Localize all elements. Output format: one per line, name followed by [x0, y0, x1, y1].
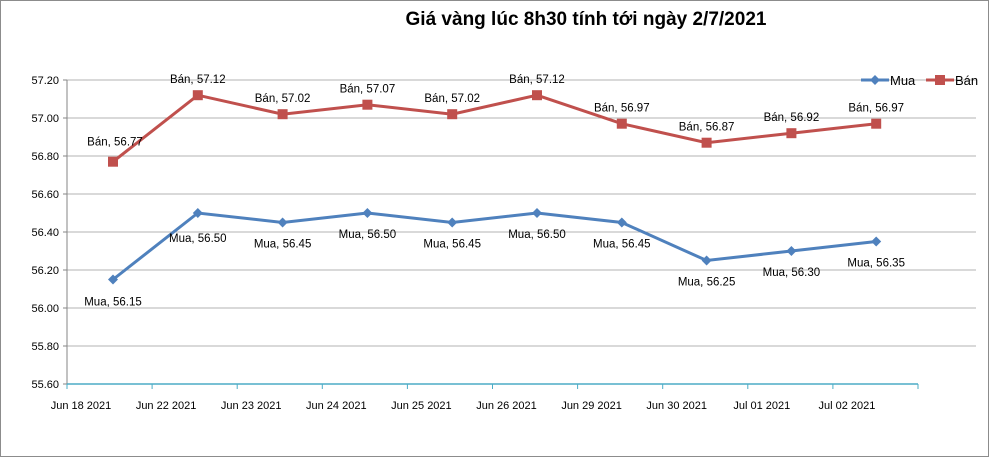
data-point — [701, 137, 712, 148]
data-label: Bán, 56.92 — [764, 112, 820, 124]
x-tick-label: Jun 30 2021 — [646, 400, 707, 412]
data-label: Mua, 56.45 — [254, 239, 312, 251]
x-tick-label: Jun 25 2021 — [391, 400, 452, 412]
legend-marker — [870, 75, 880, 85]
data-point — [192, 208, 203, 218]
data-label: Mua, 56.50 — [169, 233, 227, 245]
data-point — [616, 217, 627, 228]
x-tick-label: Jul 02 2021 — [818, 400, 875, 412]
data-label: Mua, 56.25 — [678, 277, 736, 289]
y-tick-label: 57.20 — [31, 75, 59, 87]
data-label: Bán, 57.12 — [509, 74, 565, 86]
data-point — [108, 274, 118, 285]
data-label: Mua, 56.45 — [593, 239, 651, 251]
data-label: Mua, 56.35 — [847, 258, 905, 270]
data-label: Bán, 57.12 — [170, 74, 226, 86]
legend-marker — [935, 75, 945, 85]
data-point — [786, 246, 797, 256]
data-label: Mua, 56.45 — [423, 239, 481, 251]
data-point — [701, 255, 712, 266]
x-tick-label: Jun 23 2021 — [221, 400, 282, 412]
data-label: Bán, 57.02 — [255, 93, 311, 105]
data-point — [616, 118, 627, 129]
legend-label: Bán — [955, 73, 978, 88]
x-tick-label: Jun 24 2021 — [306, 400, 367, 412]
data-point — [871, 236, 882, 247]
data-point — [108, 156, 118, 167]
series-line-Bán — [112, 93, 877, 163]
series-line-Mua — [112, 211, 877, 281]
x-tick-label: Jun 29 2021 — [561, 400, 622, 412]
data-label: Bán, 56.77 — [87, 137, 143, 149]
y-tick-label: 56.00 — [31, 303, 59, 315]
data-point — [532, 90, 542, 101]
y-tick-label: 56.80 — [31, 151, 59, 163]
chart-title: Giá vàng lúc 8h30 tính tới ngày 2/7/2021 — [406, 9, 767, 30]
data-label: Mua, 56.50 — [508, 229, 566, 241]
y-tick-label: 55.60 — [31, 379, 59, 391]
y-tick-label: 55.80 — [31, 341, 59, 353]
data-point — [532, 208, 542, 218]
data-label: Bán, 57.07 — [340, 84, 396, 96]
data-label: Mua, 56.15 — [84, 297, 142, 309]
data-label: Bán, 57.02 — [424, 93, 480, 105]
data-label: Mua, 56.30 — [763, 267, 821, 279]
data-point — [277, 109, 288, 120]
data-point — [786, 128, 797, 139]
y-tick-label: 56.40 — [31, 227, 59, 239]
data-label: Bán, 56.87 — [679, 122, 735, 134]
data-label: Mua, 56.50 — [339, 229, 397, 241]
x-tick-label: Jun 18 2021 — [51, 400, 112, 412]
x-tick-label: Jul 01 2021 — [733, 400, 790, 412]
data-label: Bán, 56.97 — [848, 103, 904, 115]
y-tick-label: 57.00 — [31, 113, 59, 125]
data-point — [871, 118, 882, 129]
data-point — [192, 90, 203, 101]
data-point — [277, 217, 288, 228]
data-point — [362, 208, 373, 218]
x-tick-label: Jun 26 2021 — [476, 400, 537, 412]
y-tick-label: 56.20 — [31, 265, 59, 277]
legend-label: Mua — [890, 73, 916, 88]
data-point — [362, 99, 373, 110]
data-label: Bán, 56.97 — [594, 103, 650, 115]
y-tick-label: 56.60 — [31, 189, 59, 201]
data-point — [447, 109, 458, 120]
data-point — [447, 217, 458, 228]
x-tick-label: Jun 22 2021 — [136, 400, 197, 412]
